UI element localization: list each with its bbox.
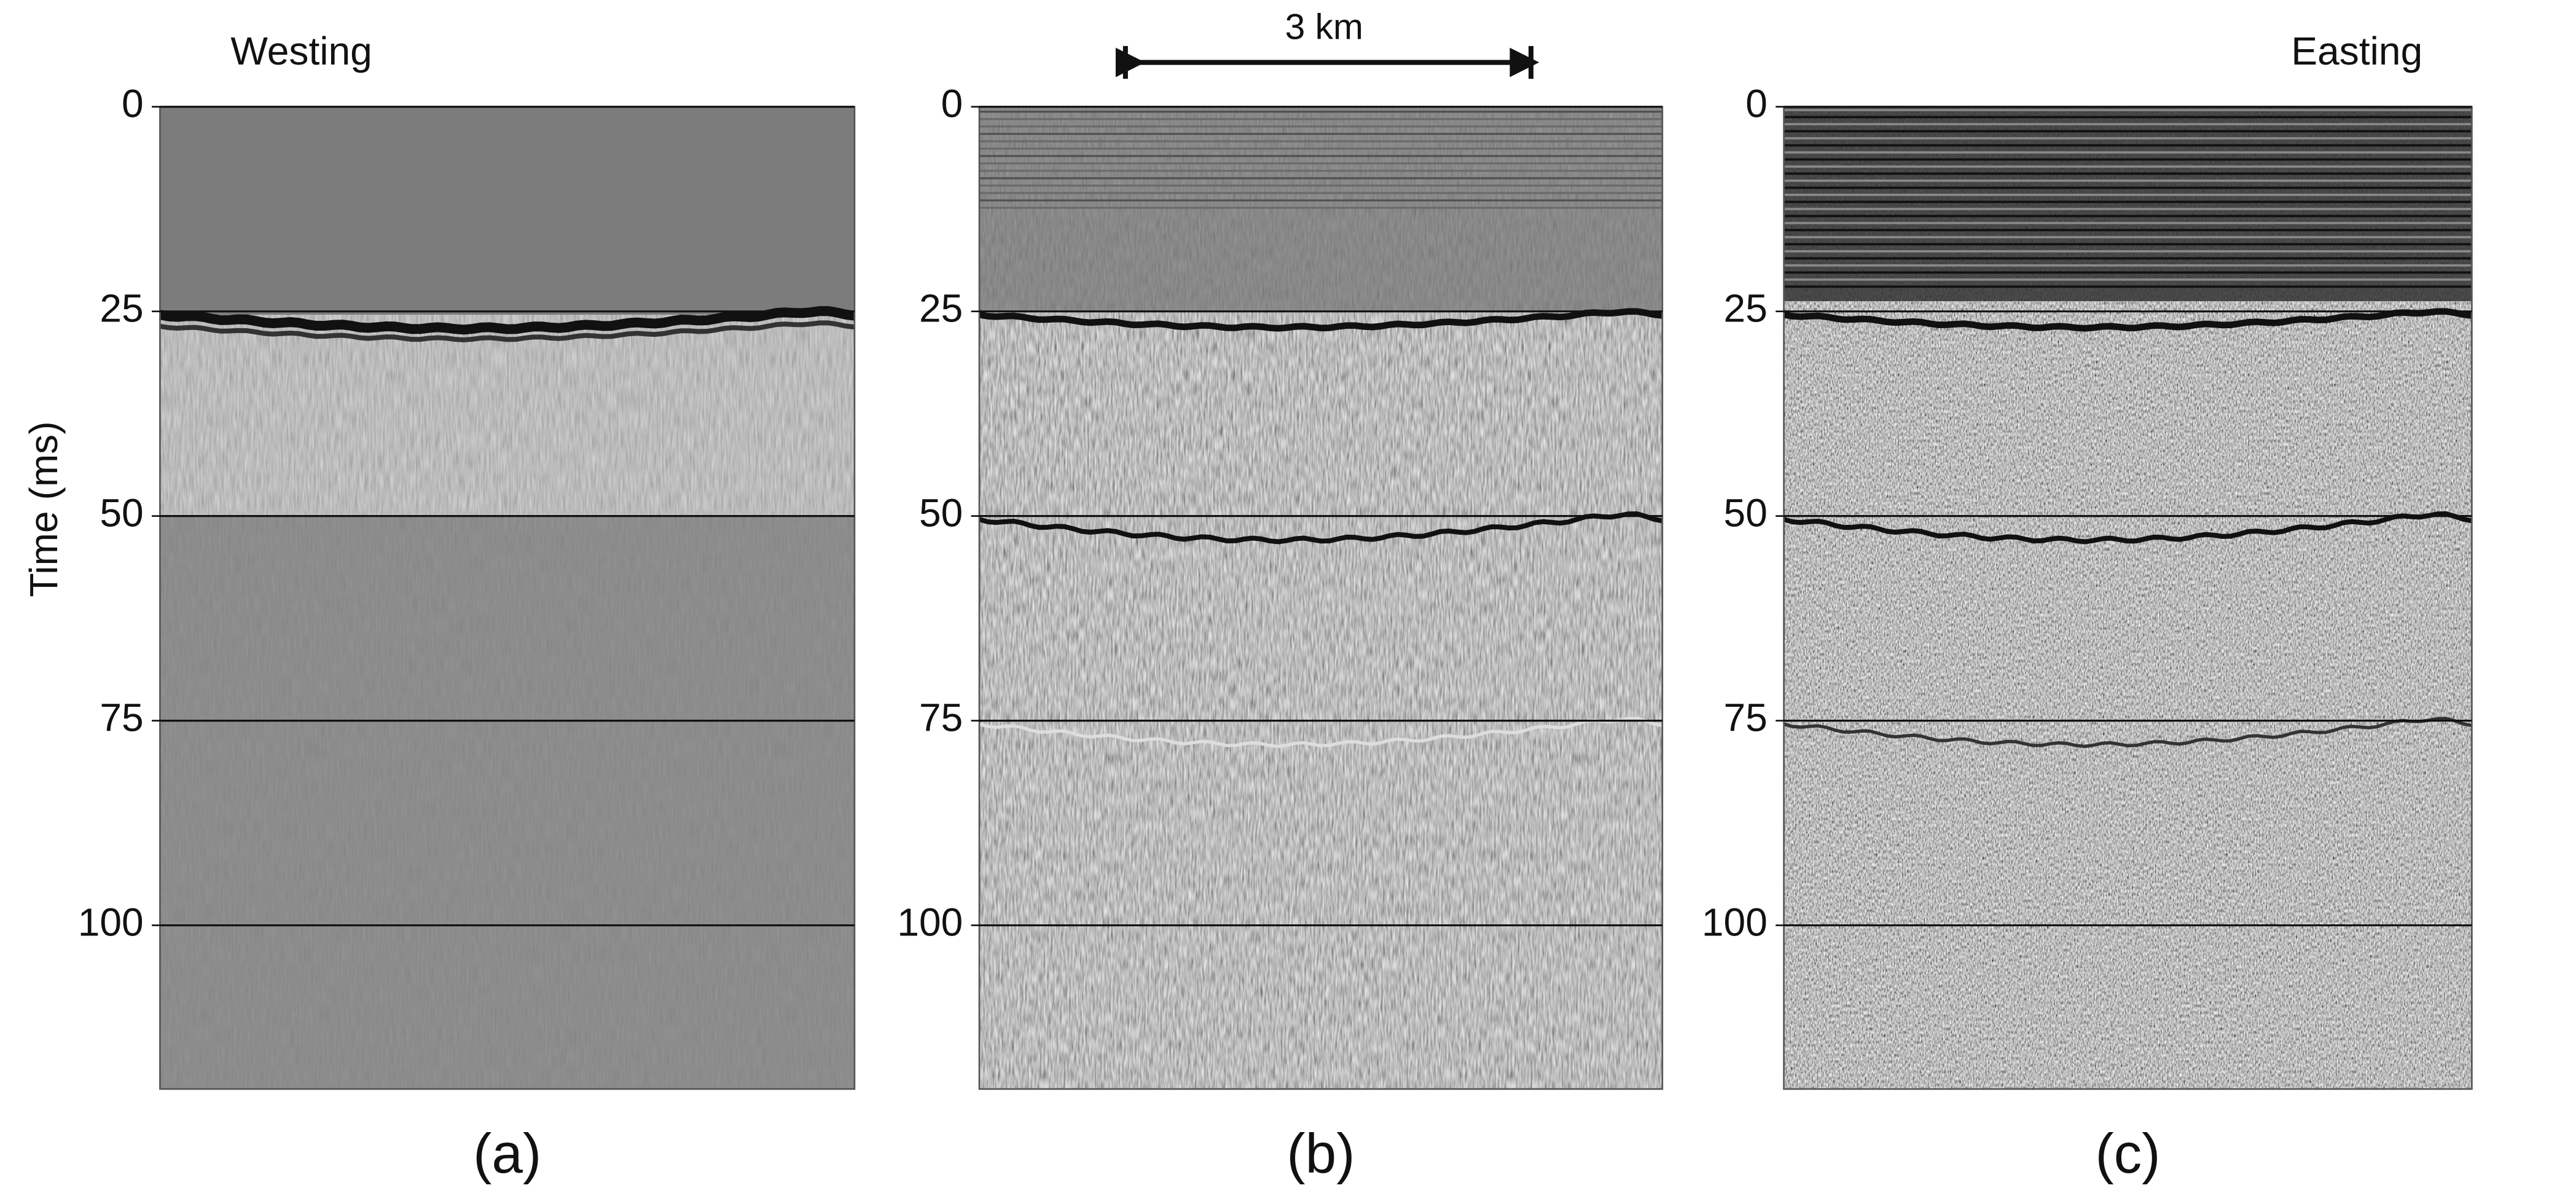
y-tick-label: 0 — [941, 82, 963, 126]
panel-label: (b) — [1286, 1123, 1355, 1185]
y-tick-label: 50 — [1724, 491, 1768, 535]
y-tick-label: 100 — [1702, 900, 1768, 944]
reflector — [979, 717, 1663, 749]
reflector — [979, 308, 1663, 332]
seismic-panel — [978, 106, 1664, 1090]
y-tick-label: 75 — [100, 696, 143, 740]
y-tick-label: 100 — [78, 900, 144, 944]
seismic-panel — [1783, 106, 2473, 1090]
reflector — [159, 306, 855, 335]
y-tick-label: 75 — [1724, 696, 1768, 740]
panel-label: (c) — [2096, 1123, 2161, 1185]
reflector — [159, 320, 855, 342]
tone — [160, 516, 855, 1089]
y-tick-label: 25 — [100, 286, 143, 331]
y-tick-label: 75 — [919, 696, 963, 740]
reflector — [978, 511, 1663, 545]
y-axis-label: Time (ms) — [22, 421, 66, 597]
y-tick-label: 0 — [1745, 82, 1768, 126]
reflector — [1783, 511, 2473, 545]
direction-label: Easting — [2291, 29, 2422, 73]
scale-bar — [1115, 45, 1540, 79]
reflector — [1783, 308, 2473, 332]
y-tick-label: 0 — [122, 82, 144, 126]
y-tick-label: 50 — [100, 491, 143, 535]
y-tick-label: 25 — [1724, 286, 1768, 331]
y-tick-label: 50 — [919, 491, 963, 535]
water-column — [979, 106, 1662, 312]
panel-label: (a) — [473, 1123, 541, 1185]
y-tick-label: 100 — [897, 900, 963, 944]
scale-bar-label: 3 km — [1285, 7, 1363, 47]
reflector — [1783, 717, 2472, 749]
y-tick-label: 25 — [919, 286, 963, 331]
seismic-panel — [159, 106, 856, 1090]
water-column — [160, 106, 855, 315]
direction-label: Westing — [230, 29, 372, 73]
